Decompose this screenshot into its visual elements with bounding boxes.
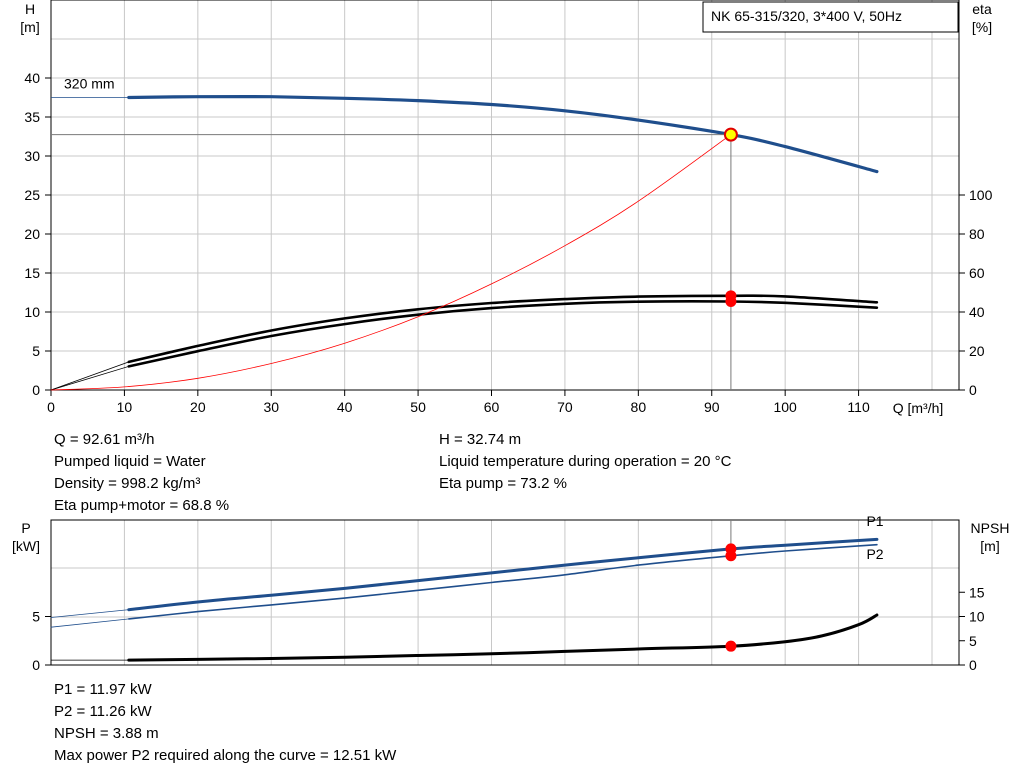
x-axis-title: Q [m³/h] [893,400,944,416]
info-p1: P1 = 11.97 kW [54,681,152,698]
y-tick-label: 35 [24,109,40,125]
info-head: H = 32.74 m [439,431,522,448]
info-flow: Q = 92.61 m³/h [54,431,155,448]
x-tick-label: 0 [47,399,55,415]
bottom-y2-axis-title: NPSH [m] [971,520,1010,554]
x-tick-label: 50 [410,399,426,415]
bottom-y-axis-title: P [kW] [12,520,40,554]
y2-tick-label: 10 [969,609,985,625]
series-H [127,94,879,174]
series-label-p1: P1 [866,513,883,529]
y-tick-label: 40 [24,70,40,86]
eta-point-marker-1 [725,295,737,307]
info-liquid: Pumped liquid = Water [54,453,206,470]
duty-point-markers [723,127,738,652]
y-tick-label: 0 [32,382,40,398]
y-tick-label: 5 [32,343,40,359]
y-tick-label: 5 [32,609,40,625]
x-tick-label: 90 [704,399,720,415]
info-eta-pump: Eta pump = 73.2 % [439,475,567,492]
info-p2: P2 = 11.26 kW [54,703,152,720]
y2-tick-label: 60 [969,265,985,281]
series-P1 [127,537,879,612]
y-tick-label: 30 [24,148,40,164]
x-tick-label: 60 [484,399,500,415]
x-tick-label: 30 [263,399,279,415]
bottom-series: P1 P2 [50,513,884,662]
top-y-axis-title: H [m] [20,1,39,35]
top-y2-axis-title: eta [%] [972,1,992,35]
series-system_curve [50,134,732,391]
info-npsh: NPSH = 3.88 m [54,725,159,742]
series-eta_pump_ext [50,361,130,391]
y2-tick-label: 20 [969,343,985,359]
info-density: Density = 998.2 kg/m³ [54,475,201,492]
y2-tick-label: 15 [969,584,985,600]
y-tick-label: 15 [24,265,40,281]
y2-tick-label: 80 [969,226,985,242]
series-P1_ext [50,609,130,618]
y2-tick-label: 5 [969,633,977,649]
x-tick-label: 10 [117,399,133,415]
series-eta_pump_motor [127,300,879,368]
info-top-right: H = 32.74 m Liquid temperature during op… [439,429,731,495]
npsh-point-marker [725,640,737,652]
p2-point-marker [725,550,737,562]
series-P2 [128,543,878,620]
y-tick-label: 20 [24,226,40,242]
curve-label: 320 mm [64,76,115,92]
series-NPSH [127,613,879,662]
x-tick-label: 110 [847,399,870,415]
info-temperature: Liquid temperature during operation = 20… [439,453,732,470]
y-tick-label: 10 [24,304,40,320]
y2-tick-label: 40 [969,304,985,320]
x-tick-label: 100 [773,399,797,415]
series-eta_pump [127,294,879,364]
chart-title: NK 65-315/320, 3*400 V, 50Hz [711,8,902,24]
duty-point-marker [723,127,738,142]
x-tick-label: 20 [190,399,206,415]
series-eta_pump_motor_ext [50,366,130,391]
info-eta-pump-motor: Eta pump+motor = 68.8 % [54,497,230,514]
y2-tick-label: 0 [969,657,977,673]
top-series: 320 mm [50,76,879,391]
info-top-left: Q = 92.61 m³/h Pumped liquid = Water Den… [54,429,229,517]
y-tick-label: 25 [24,187,40,203]
series-label-p2: P2 [866,546,883,562]
info-bottom: P1 = 11.97 kW P2 = 11.26 kW NPSH = 3.88 … [54,679,396,767]
x-tick-label: 70 [557,399,573,415]
top-chart-grid [51,0,959,390]
x-tick-label: 80 [631,399,647,415]
bottom-tick-labels: 0 5 0 5 10 15 [32,584,985,673]
series-P2_ext [50,618,130,628]
info-max-power: Max power P2 required along the curve = … [54,747,397,764]
y2-tick-label: 0 [969,382,977,398]
x-tick-label: 40 [337,399,353,415]
chart-title-box [702,1,959,33]
y2-tick-label: 100 [969,187,993,203]
y-tick-label: 0 [32,657,40,673]
top-tick-labels: 0 10 20 30 40 50 60 70 80 90 100 110 0 5 10 15 20 25 30 35 4… [24,70,992,415]
